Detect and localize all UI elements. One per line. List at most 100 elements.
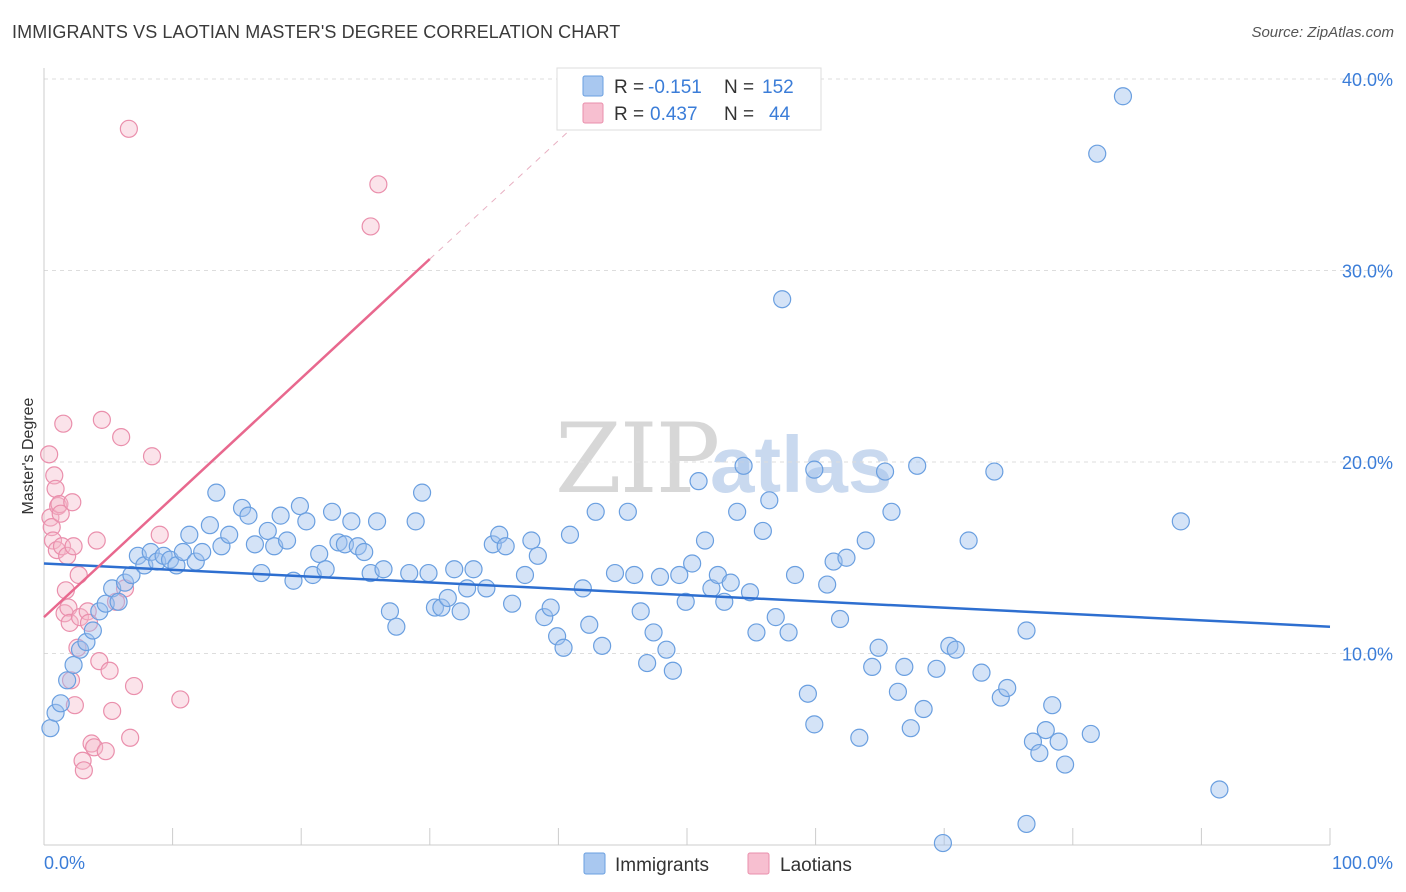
immigrants-point <box>310 544 329 564</box>
immigrants-point <box>740 583 760 602</box>
immigrants-point <box>760 491 779 510</box>
gridlines <box>44 78 1393 845</box>
laotians-point <box>124 676 144 696</box>
immigrants-point <box>329 533 348 552</box>
immigrants-point <box>258 521 277 541</box>
immigrants-point <box>451 602 470 621</box>
immigrants-point <box>374 560 393 579</box>
immigrants-point <box>991 688 1010 707</box>
immigrants-point <box>445 560 464 579</box>
legend-swatch-laotians <box>582 102 604 124</box>
laotians-point <box>121 728 140 747</box>
immigrants-point <box>863 657 882 677</box>
immigrants-point <box>496 537 515 556</box>
laotians-point <box>100 661 119 680</box>
immigrants-point <box>109 592 128 611</box>
immigrants-point <box>721 573 740 592</box>
immigrants-point <box>972 663 991 682</box>
immigrants-point <box>888 682 908 701</box>
immigrants-point <box>1043 696 1062 715</box>
immigrants-point <box>245 535 265 554</box>
laotians-trend-extension <box>429 128 572 260</box>
laotians-point <box>68 638 87 657</box>
immigrants-point <box>1081 724 1100 744</box>
immigrants-point <box>58 671 77 690</box>
laotians-point <box>96 742 115 761</box>
immigrants-point <box>895 657 914 677</box>
immigrants-point <box>1210 780 1229 799</box>
immigrants-point <box>1017 621 1036 640</box>
x-tick-label-max: 100.0% <box>1332 853 1393 873</box>
immigrants-point <box>734 456 753 475</box>
axes <box>43 68 1330 846</box>
laotians-points <box>40 119 388 780</box>
immigrants-point <box>528 546 547 565</box>
immigrants-point <box>64 655 83 675</box>
immigrants-point <box>438 588 457 608</box>
immigrants-point <box>1113 87 1133 106</box>
laotians-point <box>369 175 388 194</box>
immigrants-point <box>663 661 682 680</box>
immigrants-point <box>432 598 451 617</box>
laotians-point <box>142 447 162 466</box>
laotians-point <box>65 696 84 715</box>
immigrants-point <box>522 531 541 550</box>
laotians-point <box>92 410 111 429</box>
immigrants-point <box>805 460 824 479</box>
immigrants-point <box>515 565 535 585</box>
laotians-point <box>150 525 169 544</box>
immigrants-point <box>695 531 715 550</box>
correlation-legend: R = -0.151 N = 152 R = 0.437 N = 44 <box>556 67 822 131</box>
immigrants-point <box>83 621 102 640</box>
immigrants-point <box>959 531 978 550</box>
trend-lines <box>43 128 1331 628</box>
legend-n-label-laotians: N = <box>724 104 754 125</box>
bottom-legend-label-immigrants: Immigrants <box>615 855 709 876</box>
y-axis-label: Master's Degree <box>20 397 37 514</box>
immigrants-point <box>650 567 670 587</box>
immigrants-point <box>805 715 824 734</box>
immigrants-point <box>850 728 869 747</box>
immigrants-point <box>271 506 290 525</box>
immigrants-point <box>412 483 432 502</box>
immigrants-point <box>689 472 708 491</box>
immigrants-point <box>985 462 1004 481</box>
immigrants-point <box>477 579 496 598</box>
immigrants-point <box>122 565 141 585</box>
immigrants-point <box>535 608 554 627</box>
immigrants-point <box>1171 512 1190 531</box>
immigrants-point <box>367 512 387 531</box>
watermark-zip: ZIP <box>555 403 718 515</box>
immigrants-point <box>670 565 689 585</box>
immigrants-point <box>618 502 637 521</box>
immigrants-point <box>173 542 192 562</box>
watermark-atlas: atlas <box>710 420 892 509</box>
y-tick-label: 10.0% <box>1342 645 1393 665</box>
immigrants-point <box>869 638 888 657</box>
y-tick-label: 20.0% <box>1342 453 1393 473</box>
immigrants-point <box>728 502 747 521</box>
series-legend: Immigrants Laotians <box>583 852 852 876</box>
immigrants-point <box>200 516 219 535</box>
legend-n-value-laotians: 44 <box>769 104 791 125</box>
immigrants-point <box>676 592 695 611</box>
immigrants-point <box>419 563 438 583</box>
source-credit: Source: ZipAtlas.com <box>1251 24 1394 41</box>
laotians-point <box>51 504 70 523</box>
immigrants-point <box>77 632 96 652</box>
legend-r-value-laotians: 0.437 <box>650 104 698 125</box>
immigrants-point <box>239 506 258 525</box>
immigrants-point <box>193 542 212 562</box>
immigrants-point <box>580 615 599 634</box>
immigrants-point <box>631 602 650 621</box>
immigrants-point <box>747 623 766 642</box>
immigrants-point <box>837 548 856 567</box>
immigrants-point <box>753 521 772 541</box>
immigrants-point <box>457 579 477 598</box>
immigrants-point <box>380 602 400 621</box>
immigrants-point <box>625 565 644 585</box>
immigrants-point <box>322 502 342 521</box>
immigrants-point <box>644 623 663 642</box>
immigrants-point <box>1023 732 1043 751</box>
